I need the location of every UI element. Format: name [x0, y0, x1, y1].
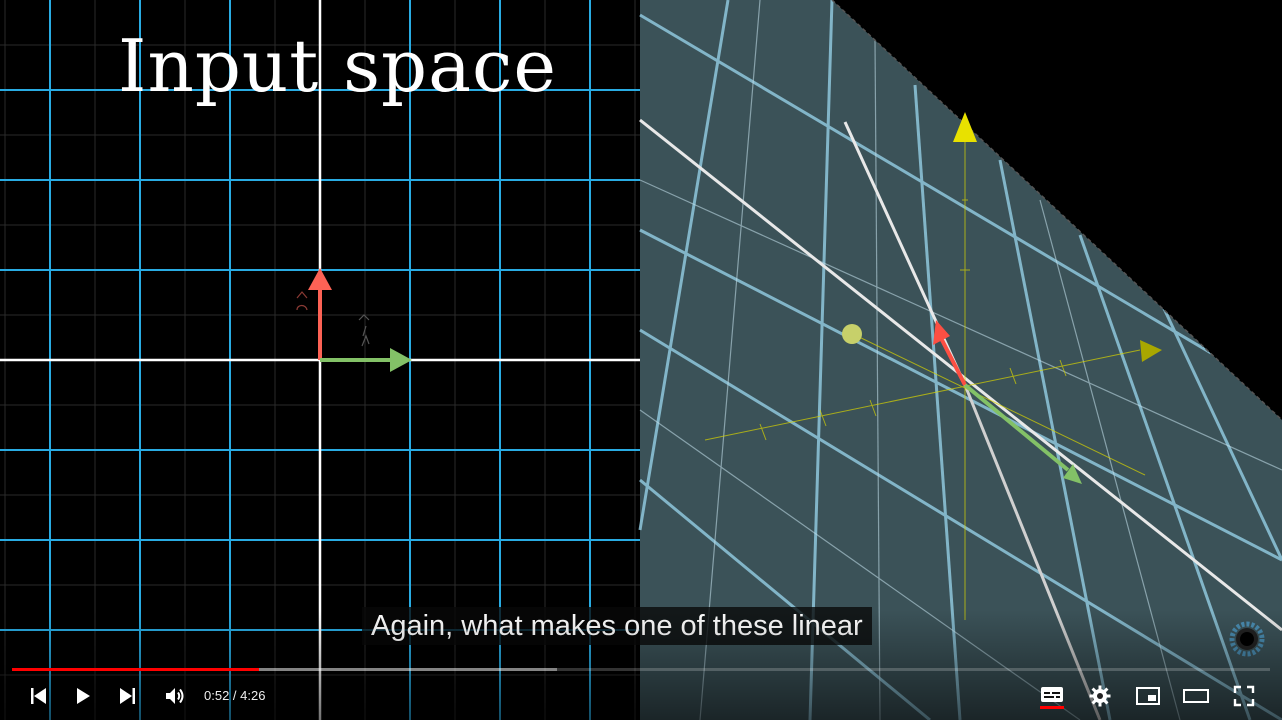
- time-display: 0:52 / 4:26: [204, 676, 265, 716]
- transformed-vector-i: [933, 320, 967, 386]
- time-separator: /: [229, 688, 241, 703]
- gear-icon: [1089, 685, 1111, 707]
- vector-labels: [296, 291, 370, 347]
- transformed-vector-j: [963, 383, 1082, 484]
- progress-buffered: [12, 668, 557, 671]
- volume-button[interactable]: [155, 676, 195, 716]
- subtitles-icon: [1040, 687, 1064, 709]
- theater-mode-icon: [1183, 689, 1209, 703]
- progress-played: [12, 668, 259, 671]
- video-title-overlay: Input space: [118, 24, 557, 108]
- current-time: 0:52: [204, 688, 230, 703]
- skip-next-icon: [120, 688, 135, 704]
- miniplayer-button[interactable]: [1128, 676, 1168, 716]
- caption-text: Again, what makes one of these linear: [362, 607, 872, 645]
- input-space-grid: [0, 0, 640, 720]
- previous-button[interactable]: [18, 676, 58, 716]
- output-space-3d: [638, 0, 1282, 720]
- play-icon: [77, 688, 90, 704]
- duration: 4:26: [240, 688, 266, 703]
- basis-vector-i-hat: [308, 268, 332, 360]
- fullscreen-button[interactable]: [1224, 676, 1264, 716]
- progress-bar[interactable]: [12, 668, 1270, 671]
- next-button[interactable]: [108, 676, 148, 716]
- volume-icon: [166, 688, 184, 704]
- settings-button[interactable]: [1080, 676, 1120, 716]
- subtitles-button[interactable]: [1032, 676, 1072, 716]
- player-controls: 0:52 / 4:26: [0, 676, 1282, 716]
- miniplayer-icon: [1136, 687, 1160, 705]
- loading-spinner-icon: [1229, 621, 1265, 657]
- play-button[interactable]: [63, 676, 103, 716]
- basis-vector-j-hat: [320, 348, 412, 372]
- skip-previous-icon: [31, 688, 46, 704]
- theater-button[interactable]: [1176, 676, 1216, 716]
- fullscreen-icon: [1233, 685, 1255, 707]
